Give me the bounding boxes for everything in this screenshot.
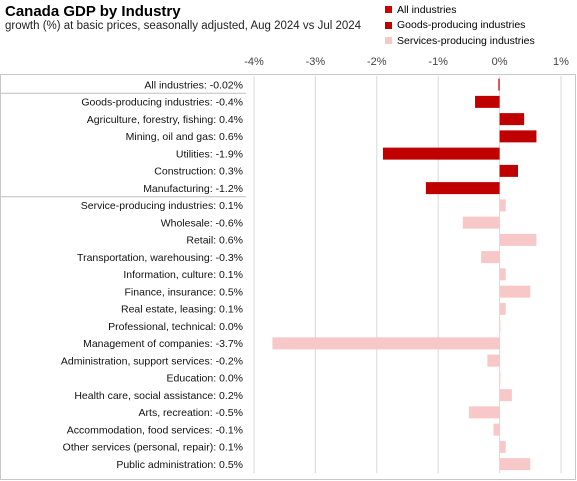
category-label: Retail: 0.6% bbox=[186, 235, 243, 247]
x-tick-label: -2% bbox=[367, 56, 387, 68]
bar bbox=[487, 354, 500, 367]
x-tick-label: 0% bbox=[492, 56, 508, 68]
legend-label-all-industries: All industries bbox=[397, 3, 457, 16]
bar bbox=[475, 95, 500, 108]
x-tick-label: -3% bbox=[306, 56, 326, 68]
chart-frame bbox=[0, 74, 576, 480]
category-label: Professional, technical: 0.0% bbox=[108, 321, 243, 333]
category-label: Information, culture: 0.1% bbox=[123, 269, 243, 281]
category-label: Public administration: 0.5% bbox=[116, 459, 243, 471]
bar bbox=[462, 216, 500, 229]
chart-title: Canada GDP by Industry bbox=[5, 3, 181, 20]
legend-item-all-industries: All industries bbox=[385, 2, 535, 18]
category-label: Arts, recreation: -0.5% bbox=[139, 407, 243, 419]
bar bbox=[499, 199, 506, 212]
bar bbox=[499, 285, 531, 298]
bar bbox=[493, 423, 500, 436]
x-tick-label: -1% bbox=[428, 56, 448, 68]
bar bbox=[382, 147, 500, 160]
bar bbox=[499, 440, 506, 453]
legend-label-goods: Goods-producing industries bbox=[397, 19, 526, 32]
category-label: Administration, support services: -0.2% bbox=[61, 355, 243, 367]
bar bbox=[499, 268, 506, 281]
category-label: Management of companies: -3.7% bbox=[83, 338, 243, 350]
bar bbox=[499, 164, 519, 177]
category-label: Agriculture, forestry, fishing: 0.4% bbox=[87, 114, 243, 126]
chart-legend: All industries Goods-producing industrie… bbox=[385, 2, 535, 49]
bar bbox=[499, 320, 501, 333]
category-label: Accommodation, food services: -0.1% bbox=[67, 424, 243, 436]
chart-subtitle: growth (%) at basic prices, seasonally a… bbox=[5, 20, 362, 32]
bar bbox=[481, 251, 500, 264]
bar bbox=[499, 302, 506, 315]
bar bbox=[468, 406, 500, 419]
bar bbox=[425, 182, 500, 195]
category-label: Education: 0.0% bbox=[167, 373, 243, 385]
bar bbox=[499, 130, 537, 143]
category-label: Wholesale: -0.6% bbox=[161, 217, 243, 229]
bar bbox=[498, 78, 500, 91]
category-label: Health care, social assistance: 0.2% bbox=[74, 390, 243, 402]
legend-item-goods: Goods-producing industries bbox=[385, 18, 535, 34]
category-label: Real estate, leasing: 0.1% bbox=[121, 304, 243, 316]
category-label: Transportation, warehousing: -0.3% bbox=[77, 252, 243, 264]
category-label: Mining, oil and gas: 0.6% bbox=[126, 131, 243, 143]
bar bbox=[499, 458, 531, 471]
legend-swatch-all-industries bbox=[385, 6, 392, 14]
category-label: Service-producing industries: 0.1% bbox=[81, 200, 243, 212]
legend-item-services: Services-producing industries bbox=[385, 33, 535, 49]
category-label: Utilities: -1.9% bbox=[176, 148, 243, 160]
legend-label-services: Services-producing industries bbox=[397, 34, 535, 47]
bar bbox=[499, 233, 537, 246]
x-tick-label: 1% bbox=[553, 56, 569, 68]
bar bbox=[272, 337, 500, 350]
legend-swatch-goods bbox=[385, 21, 392, 29]
category-label: Other services (personal, repair): 0.1% bbox=[63, 442, 243, 454]
bar bbox=[499, 371, 501, 384]
category-label: Manufacturing: -1.2% bbox=[143, 183, 243, 195]
x-tick-label: -4% bbox=[244, 56, 264, 68]
category-label: Finance, insurance: 0.5% bbox=[125, 286, 243, 298]
legend-swatch-services bbox=[385, 37, 392, 45]
bar bbox=[499, 389, 512, 402]
category-label: Construction: 0.3% bbox=[154, 166, 243, 178]
category-label: All industries: -0.02% bbox=[144, 79, 243, 91]
bar bbox=[499, 113, 525, 126]
category-label: Goods-producing industries: -0.4% bbox=[81, 97, 243, 109]
